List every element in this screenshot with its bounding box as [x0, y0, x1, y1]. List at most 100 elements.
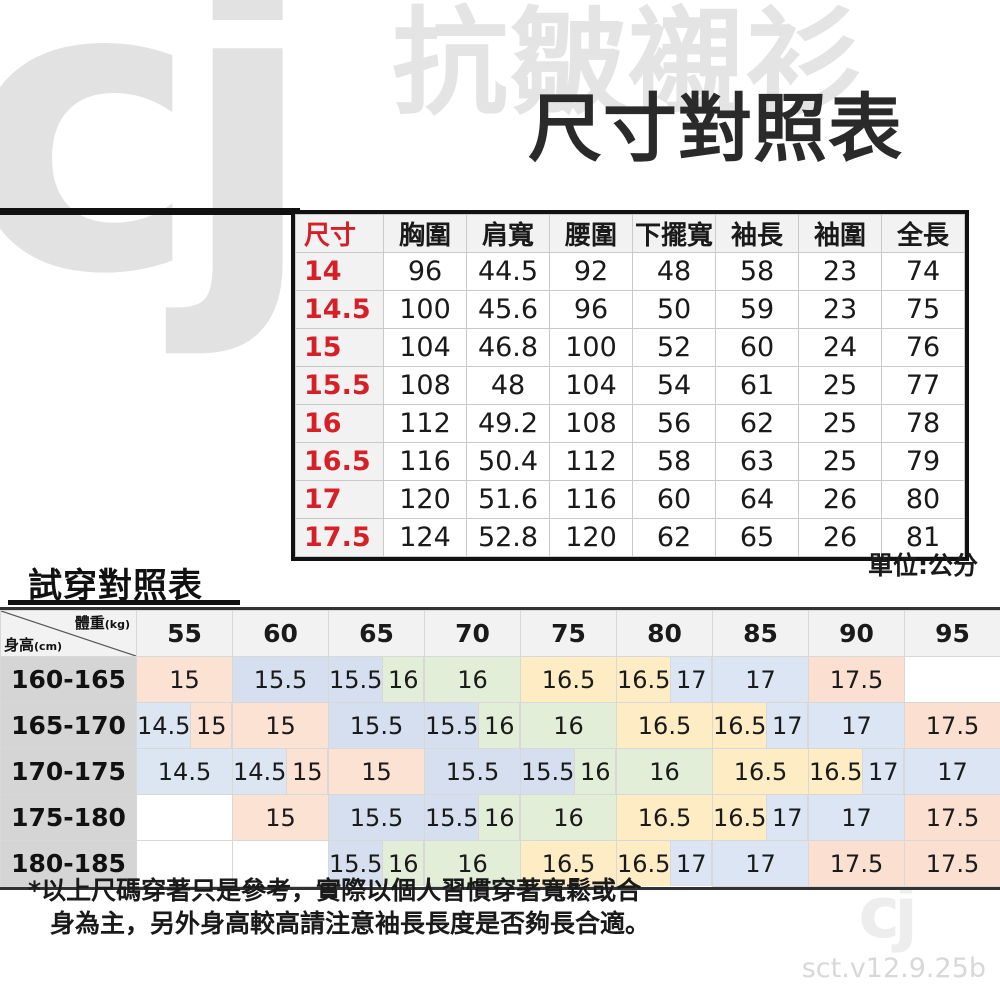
size-table-row: 15.5 108 48 104 54 61 25 77: [295, 366, 965, 405]
size-value-cell: 104: [383, 328, 467, 367]
fitting-table-row: 160-165 15 15.5 15.5 16 16 16.5 16.5 17 17 17.5: [0, 656, 1000, 703]
fitting-size-cell: 16.5 17: [617, 841, 713, 887]
fitting-size-subcell: 14.5: [137, 703, 192, 748]
size-value-cell: 64: [715, 480, 799, 519]
footnote-line-2: 身為主，另外身高較高請注意袖長長度是否夠長合適。: [50, 909, 651, 938]
fitting-size-cell: 17: [808, 702, 905, 749]
fitting-size-cell: [232, 840, 329, 887]
size-value-cell: 100: [549, 328, 633, 367]
fitting-size-cell: 16: [520, 702, 617, 749]
fitting-size-subcell: 16: [479, 795, 520, 840]
size-table-header-cell: 下擺寬: [632, 214, 716, 253]
weight-axis-label: 體重(kg): [74, 614, 130, 632]
height-range-cell: 180-185: [0, 840, 137, 887]
size-value-cell: 74: [881, 252, 965, 291]
weight-column-header: 90: [808, 610, 905, 657]
size-value-cell: 60: [715, 328, 799, 367]
size-value-cell: 52: [632, 328, 716, 367]
weight-column-header: 55: [136, 610, 233, 657]
fitting-size-subcell: 17: [671, 841, 712, 887]
size-label-cell: 14: [295, 252, 384, 291]
size-value-cell: 112: [383, 404, 467, 443]
size-value-cell: 59: [715, 290, 799, 329]
size-value-cell: 24: [798, 328, 882, 367]
size-table-body: 14 96 44.5 92 48 58 23 74 14.5 100 45.6 96 50 59 23 75 1…: [295, 252, 965, 557]
size-value-cell: 65: [715, 518, 799, 557]
size-value-cell: 108: [383, 366, 467, 405]
size-value-cell: 62: [632, 518, 716, 557]
size-value-cell: 62: [715, 404, 799, 443]
size-value-cell: 120: [549, 518, 633, 557]
fitting-size-cell: 15: [232, 702, 329, 749]
fitting-size-subcell: 16: [383, 841, 424, 887]
size-table-row: 16 112 49.2 108 56 62 25 78: [295, 404, 965, 443]
size-value-cell: 112: [549, 442, 633, 481]
weight-column-header: 60: [232, 610, 329, 657]
fitting-size-subcell: 16: [479, 703, 520, 748]
size-value-cell: 25: [798, 442, 882, 481]
fitting-size-cell: 15.5: [232, 656, 329, 703]
size-value-cell: 76: [881, 328, 965, 367]
size-label-cell: 16: [295, 404, 384, 443]
size-table-header-cell: 袖長: [715, 214, 799, 253]
fitting-size-subcell: 15.5: [329, 657, 384, 702]
fitting-table-row: 175-180 15 15.5 15.5 16 16 16.5 16.5 17 17 17.5: [0, 794, 1000, 841]
size-value-cell: 75: [881, 290, 965, 329]
size-value-cell: 26: [798, 480, 882, 519]
fitting-table-header-row: 體重(kg) 身高(cm) 55 60 65 70 75 80 85 90 95: [0, 610, 1000, 657]
size-value-cell: 78: [881, 404, 965, 443]
fitting-size-cell: 14.5 15: [137, 703, 233, 749]
fitting-size-cell: 15: [328, 748, 425, 795]
fitting-size-subcell: 16.5: [617, 657, 672, 702]
size-value-cell: 23: [798, 290, 882, 329]
fitting-size-cell: 16.5: [616, 794, 713, 841]
size-value-cell: 77: [881, 366, 965, 405]
fitting-size-cell: [904, 656, 1000, 703]
height-axis-label: 身高(cm): [4, 636, 63, 654]
size-label-cell: 15: [295, 328, 384, 367]
fitting-table-row: 170-175 14.5 14.5 15 15 15.5 15.5 16 16 16.5 16.5 1…: [0, 748, 1000, 795]
size-label-cell: 16.5: [295, 442, 384, 481]
size-value-cell: 23: [798, 252, 882, 291]
size-value-cell: 46.8: [466, 328, 550, 367]
fitting-size-cell: 16.5: [712, 748, 809, 795]
fitting-size-cell: 15.5: [328, 794, 425, 841]
size-table-header-cell: 肩寬: [466, 214, 550, 253]
size-value-cell: 61: [715, 366, 799, 405]
height-range-cell: 160-165: [0, 656, 137, 703]
weight-column-header: 80: [616, 610, 713, 657]
fitting-heading-underline: [8, 600, 240, 605]
fitting-table: 體重(kg) 身高(cm) 55 60 65 70 75 80 85 90 95…: [0, 610, 1000, 887]
fitting-size-cell: 16: [424, 656, 521, 703]
size-value-cell: 52.8: [466, 518, 550, 557]
fitting-size-subcell: 15: [191, 703, 232, 748]
size-value-cell: 48: [466, 366, 550, 405]
size-value-cell: 45.6: [466, 290, 550, 329]
height-range-cell: 165-170: [0, 702, 137, 749]
size-table-row: 14.5 100 45.6 96 50 59 23 75: [295, 290, 965, 329]
height-range-cell: 175-180: [0, 794, 137, 841]
size-value-cell: 100: [383, 290, 467, 329]
fitting-size-subcell: 15.5: [521, 749, 576, 794]
fitting-size-subcell: 16.5: [713, 703, 768, 748]
size-table-header-cell: 胸圍: [383, 214, 467, 253]
size-table-row: 16.5 116 50.4 112 58 63 25 79: [295, 442, 965, 481]
fitting-size-subcell: 16: [575, 749, 616, 794]
size-value-cell: 25: [798, 366, 882, 405]
size-label-cell: 17.5: [295, 518, 384, 557]
fitting-size-cell: 16.5 17: [713, 795, 809, 841]
fitting-size-cell: 15.5: [328, 702, 425, 749]
fitting-size-cell: 16.5: [616, 702, 713, 749]
size-value-cell: 50.4: [466, 442, 550, 481]
fitting-size-cell: 15.5 16: [521, 749, 617, 795]
size-table-container: 尺寸 胸圍 肩寬 腰圍 下擺寬 袖長 袖圍 全長 14 96 44.5 92 48 58 2…: [291, 210, 969, 561]
size-value-cell: 58: [632, 442, 716, 481]
size-label-cell: 17: [295, 480, 384, 519]
fitting-size-subcell: 16.5: [809, 749, 864, 794]
fitting-size-cell: 17: [808, 794, 905, 841]
fitting-size-cell: 15.5 16: [329, 657, 425, 703]
footnote: *以上尺碼穿著只是參考，實際以個人習慣穿著寬鬆或合 身為主，另外身高較高請注意袖…: [28, 874, 728, 940]
fitting-size-cell: 17.5: [904, 702, 1000, 749]
fitting-table-row: 180-185 15.5 16 16 16.5 16.5 17 17 17.5 17.5: [0, 840, 1000, 887]
fitting-size-cell: 17.5: [904, 794, 1000, 841]
